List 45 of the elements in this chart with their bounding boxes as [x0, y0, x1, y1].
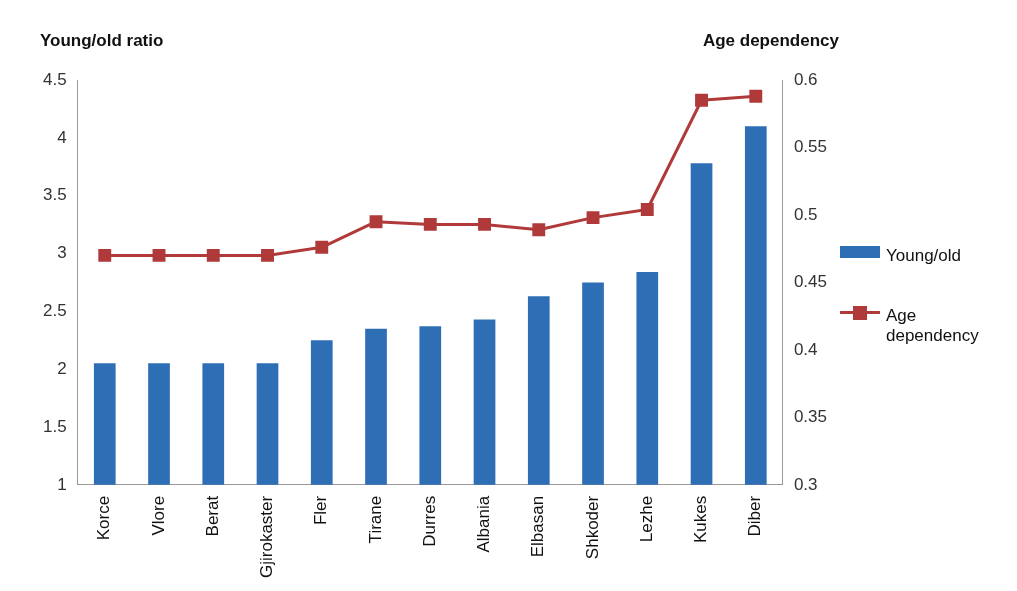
y2-tick-label: 0.6: [793, 69, 818, 89]
point: [532, 223, 546, 237]
x-tick-label: Diber: [745, 495, 765, 537]
y-tick-label: 4: [57, 127, 67, 147]
y2-tick-label: 0.35: [793, 407, 828, 427]
x-tick-label: Vlore: [148, 495, 168, 536]
x-tick-label: Berat: [202, 495, 222, 537]
x-tick-label: Albania: [474, 495, 494, 553]
y2-tick-label: 0.4: [793, 339, 818, 359]
point: [261, 248, 274, 262]
legend-label: Young/old: [886, 245, 962, 266]
y-tick-label: 1.5: [42, 416, 67, 436]
x-tick-label: Shkoder: [582, 495, 602, 560]
point: [369, 215, 383, 229]
x-tick-label: Fler: [311, 495, 331, 526]
point: [152, 248, 166, 262]
x-tick-label: Gjirokaster: [257, 495, 277, 578]
point: [206, 248, 220, 262]
x-tick-label: Tirane: [365, 495, 385, 544]
y2-tick-label: 0.55: [793, 137, 828, 157]
y2-tick-label: 0.3: [793, 474, 818, 494]
point: [586, 211, 600, 225]
y2-tick-label: 0.45: [793, 272, 828, 292]
point: [315, 240, 329, 254]
y-tick-label: 1: [57, 474, 67, 494]
point: [749, 89, 763, 103]
point: [423, 217, 437, 231]
point: [640, 203, 654, 216]
y-tick-label: 2: [57, 358, 67, 378]
y-tick-label: 3.5: [42, 185, 67, 205]
y-axis-title: Young/old ratio: [40, 31, 164, 51]
legend-label: Age dependency: [886, 305, 980, 346]
y-tick-label: 2.5: [42, 301, 67, 321]
x-tick-label: Kukes: [691, 495, 711, 544]
y2-axis-title: Age dependency: [702, 31, 840, 51]
y-tick-label: 3: [57, 243, 67, 263]
y2-tick-label: 0.5: [793, 204, 818, 224]
x-tick-label: Elbasan: [528, 495, 548, 558]
point: [478, 217, 491, 231]
x-tick-label: Lezhe: [636, 495, 656, 543]
y-tick-label: 4.5: [42, 69, 67, 89]
x-tick-label: Durres: [419, 495, 439, 547]
x-tick-label: Korce: [94, 495, 114, 541]
point: [695, 93, 708, 107]
point: [98, 248, 112, 262]
